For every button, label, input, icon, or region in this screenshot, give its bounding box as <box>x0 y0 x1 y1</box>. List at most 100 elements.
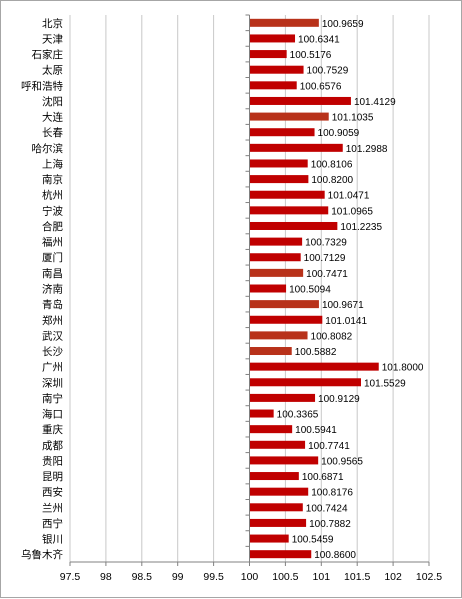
category-label: 哈尔滨 <box>32 142 64 155</box>
category-label: 西宁 <box>42 517 63 530</box>
category-label: 兰州 <box>42 501 63 514</box>
bar <box>249 300 319 309</box>
category-label: 青岛 <box>42 298 63 311</box>
category-label: 天津 <box>42 33 63 45</box>
bar <box>249 456 319 465</box>
category-label: 南宁 <box>42 392 63 405</box>
bar <box>249 550 312 559</box>
category-label: 昆明 <box>42 471 63 483</box>
bar <box>249 81 297 90</box>
bar <box>249 284 287 293</box>
category-label: 福州 <box>42 236 63 249</box>
bar <box>249 128 315 137</box>
category-label: 海口 <box>42 408 63 421</box>
data-label: 100.9671 <box>322 300 364 311</box>
labels: 97.5 98 98.5 99 99.5 100 100.5 101 101.5 102 102.5… <box>21 17 442 583</box>
data-label: 101.5529 <box>364 378 406 389</box>
bar <box>249 253 301 262</box>
bar <box>249 487 309 496</box>
bar <box>249 112 329 121</box>
data-label: 100.6341 <box>298 34 340 45</box>
data-label: 101.2235 <box>340 222 382 233</box>
data-label: 100.7471 <box>306 269 348 280</box>
bar <box>249 347 292 356</box>
data-label: 100.3365 <box>277 410 319 421</box>
bar <box>249 409 274 418</box>
category-label: 贵阳 <box>42 454 63 467</box>
bar <box>249 331 308 340</box>
data-label: 100.7882 <box>309 519 351 530</box>
data-label: 101.1035 <box>332 113 374 124</box>
category-label: 杭州 <box>42 189 63 202</box>
axes <box>69 14 430 566</box>
bar <box>249 440 306 449</box>
category-label: 成都 <box>42 440 63 452</box>
bar <box>249 18 319 27</box>
data-label: 101.2988 <box>346 144 388 155</box>
data-label: 101.8000 <box>382 363 424 374</box>
bar <box>249 50 287 59</box>
x-tick-label: 100.5 <box>272 571 298 583</box>
bar <box>249 268 304 277</box>
category-label: 呼和浩特 <box>21 80 63 92</box>
bar <box>249 518 307 527</box>
data-label: 100.6576 <box>300 81 342 92</box>
bar <box>249 34 296 43</box>
bar-series <box>249 18 379 559</box>
data-label: 100.6871 <box>302 472 344 483</box>
data-label: 101.0471 <box>328 191 370 202</box>
category-label: 合肥 <box>42 220 63 233</box>
bar <box>249 503 303 512</box>
category-label: 南昌 <box>42 267 63 280</box>
bar <box>249 425 293 434</box>
data-label: 100.5094 <box>289 285 331 296</box>
x-tick-label: 102 <box>384 571 402 583</box>
data-label: 100.7329 <box>305 238 347 249</box>
bar <box>249 143 343 152</box>
bar <box>249 206 329 215</box>
category-label: 厦门 <box>42 251 63 264</box>
data-label: 100.8200 <box>311 175 353 186</box>
x-tick-label: 97.5 <box>60 571 81 583</box>
bar <box>249 362 379 371</box>
data-label: 100.9565 <box>321 456 363 467</box>
data-label: 100.7424 <box>306 503 348 514</box>
category-label: 广州 <box>42 362 63 374</box>
x-tick-label: 99.5 <box>203 571 224 583</box>
category-label: 上海 <box>42 157 63 170</box>
data-label: 100.8106 <box>311 159 353 170</box>
category-label: 宁波 <box>42 204 63 217</box>
data-label: 100.8176 <box>311 488 353 499</box>
data-label: 100.9059 <box>318 128 360 139</box>
category-label: 济南 <box>42 283 63 296</box>
bar <box>249 472 299 481</box>
bar <box>249 393 316 402</box>
category-label: 沈阳 <box>42 95 63 108</box>
category-label: 郑州 <box>42 314 63 327</box>
bar <box>249 221 338 230</box>
data-label: 100.7529 <box>307 66 349 77</box>
category-label: 石家庄 <box>32 48 64 61</box>
x-tick-label: 98 <box>100 571 112 583</box>
bar <box>249 534 289 543</box>
x-tick-label: 102.5 <box>416 571 442 583</box>
bar <box>249 315 323 324</box>
bar <box>249 175 309 184</box>
category-label: 深圳 <box>42 377 63 389</box>
bar <box>249 159 308 168</box>
x-tick-label: 101.5 <box>344 571 370 583</box>
data-label: 100.8600 <box>314 550 356 561</box>
category-label: 武汉 <box>42 329 63 342</box>
data-label: 101.0965 <box>331 206 373 217</box>
category-label: 乌鲁木齐 <box>21 548 63 561</box>
category-label: 银川 <box>42 533 63 546</box>
data-label: 100.9129 <box>318 394 360 405</box>
x-tick-label: 98.5 <box>132 571 153 583</box>
category-label: 大连 <box>42 111 63 124</box>
bar <box>249 190 325 199</box>
category-label: 西安 <box>42 486 63 499</box>
bar <box>249 237 303 246</box>
bar <box>249 65 304 74</box>
category-label: 重庆 <box>42 423 63 436</box>
data-label: 100.7741 <box>308 441 350 452</box>
